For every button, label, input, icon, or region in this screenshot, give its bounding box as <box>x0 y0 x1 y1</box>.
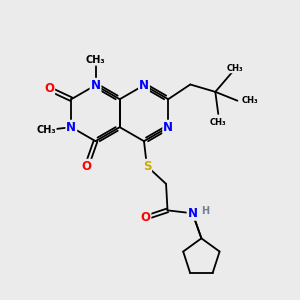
Text: CH₃: CH₃ <box>210 118 226 127</box>
Text: O: O <box>140 211 150 224</box>
Text: H: H <box>201 206 209 216</box>
Text: CH₃: CH₃ <box>226 64 243 73</box>
Text: N: N <box>188 207 198 220</box>
Text: O: O <box>82 160 92 173</box>
Text: N: N <box>163 121 173 134</box>
Text: CH₃: CH₃ <box>37 125 56 135</box>
Text: S: S <box>143 160 151 173</box>
Text: CH₃: CH₃ <box>242 96 258 105</box>
Text: CH₃: CH₃ <box>86 55 105 65</box>
Text: N: N <box>91 79 100 92</box>
Text: N: N <box>66 121 76 134</box>
Text: N: N <box>139 79 149 92</box>
Text: O: O <box>44 82 54 95</box>
